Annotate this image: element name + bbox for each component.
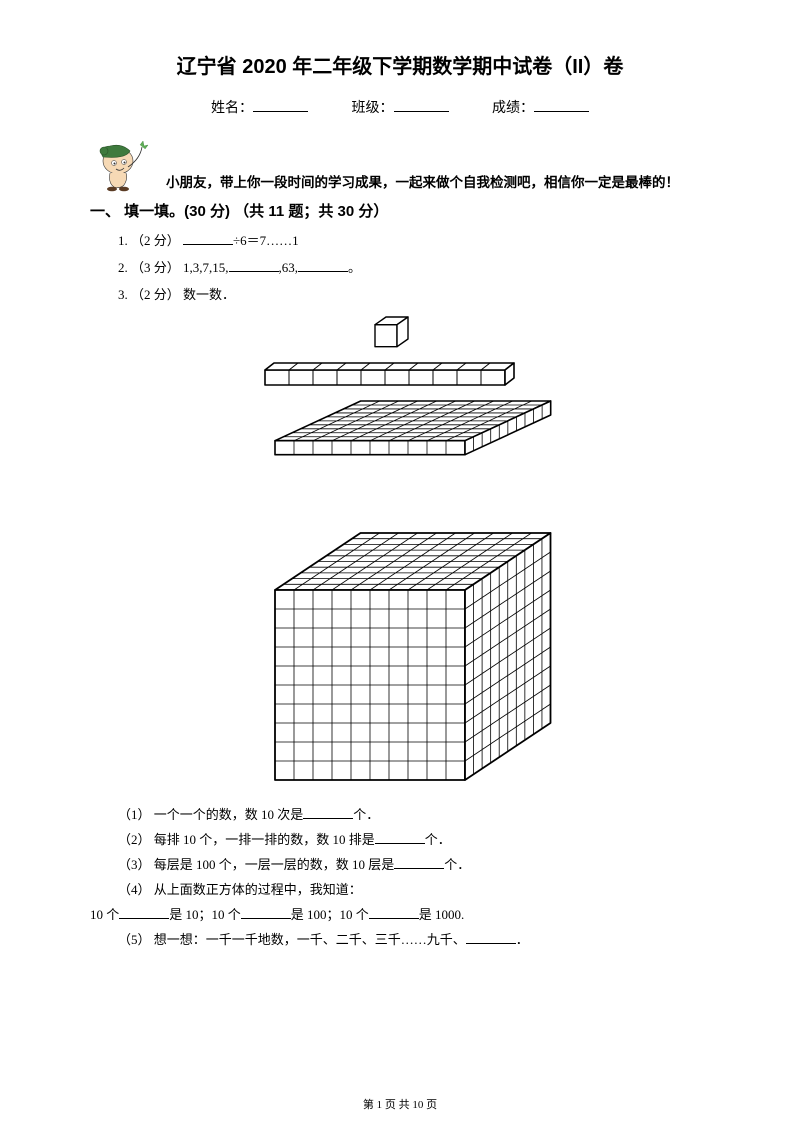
sub4b-blank-2 [241, 906, 291, 919]
q2-prefix: 2. （3 分） 1,3,7,15, [118, 260, 229, 275]
q2-tail: 。 [348, 260, 361, 275]
sub-4: （4） 从上面数正方体的过程中，我知道： [118, 879, 710, 898]
name-blank [253, 97, 308, 112]
question-1: 1. （2 分） ÷6＝7……1 [118, 231, 710, 252]
question-2: 2. （3 分） 1,3,7,15, ,63, 。 [118, 258, 710, 279]
sub4b-c: 是 100；10 个 [291, 907, 369, 922]
sub4-text-a: （4） 从上面数正方体的过程中，我知道： [118, 882, 362, 897]
sub1-blank [303, 806, 353, 819]
q1-tail: ÷6＝7……1 [233, 233, 299, 248]
info-line: 姓名： 班级： 成绩： [90, 97, 710, 117]
q3-prefix: 3. （2 分） 数一数． [118, 287, 235, 302]
sub-1: （1） 一个一个的数，数 10 次是 个． [118, 804, 710, 823]
section-heading: 一、 填一填。(30 分) （共 11 题；共 30 分） [90, 200, 710, 221]
sub4b-d: 是 1000. [419, 907, 465, 922]
sub1-text-a: （1） 一个一个的数，数 10 次是 [118, 807, 303, 822]
sub4b-b: 是 10；10 个 [169, 907, 241, 922]
mascot-icon [90, 137, 150, 192]
cubes-figure [235, 311, 565, 791]
sub4b-blank-1 [119, 906, 169, 919]
class-blank [394, 97, 449, 112]
sub5-text-b: ． [516, 932, 529, 947]
sub-3: （3） 每层是 100 个，一层一层的数，数 10 层是 个． [118, 854, 710, 873]
sub4b-blank-3 [369, 906, 419, 919]
sub4b-a: 10 个 [90, 907, 119, 922]
page-title: 辽宁省 2020 年二年级下学期数学期中试卷（II）卷 [90, 50, 710, 79]
score-blank [534, 97, 589, 112]
sub5-text-a: （5） 想一想：一千一千地数，一千、二千、三千……九千、 [118, 932, 466, 947]
sub3-text-b: 个． [444, 857, 470, 872]
sub3-blank [394, 856, 444, 869]
sub2-text-b: 个． [425, 832, 451, 847]
sub2-blank [375, 831, 425, 844]
q2-mid: ,63, [279, 260, 299, 275]
sub-4b: 10 个 是 10；10 个 是 100；10 个 是 1000. [90, 904, 710, 923]
q1-prefix: 1. （2 分） [118, 233, 183, 248]
class-label: 班级： [352, 101, 394, 116]
sub3-text-a: （3） 每层是 100 个，一层一层的数，数 10 层是 [118, 857, 394, 872]
q1-blank [183, 232, 233, 245]
q2-blank-1 [229, 259, 279, 272]
page-footer: 第 1 页 共 10 页 [0, 1096, 800, 1112]
score-label: 成绩： [492, 101, 534, 116]
sub-5: （5） 想一想：一千一千地数，一千、二千、三千……九千、 ． [118, 929, 710, 948]
sub2-text-a: （2） 每排 10 个，一排一排的数，数 10 排是 [118, 832, 375, 847]
sub1-text-b: 个． [353, 807, 379, 822]
q2-blank-2 [298, 259, 348, 272]
intro-text: 小朋友，带上你一段时间的学习成果，一起来做个自我检测吧，相信你一定是最棒的！ [150, 137, 679, 191]
sub5-blank [466, 931, 516, 944]
question-3: 3. （2 分） 数一数． [118, 285, 710, 306]
name-label: 姓名： [211, 101, 253, 116]
sub-2: （2） 每排 10 个，一排一排的数，数 10 排是 个． [118, 829, 710, 848]
